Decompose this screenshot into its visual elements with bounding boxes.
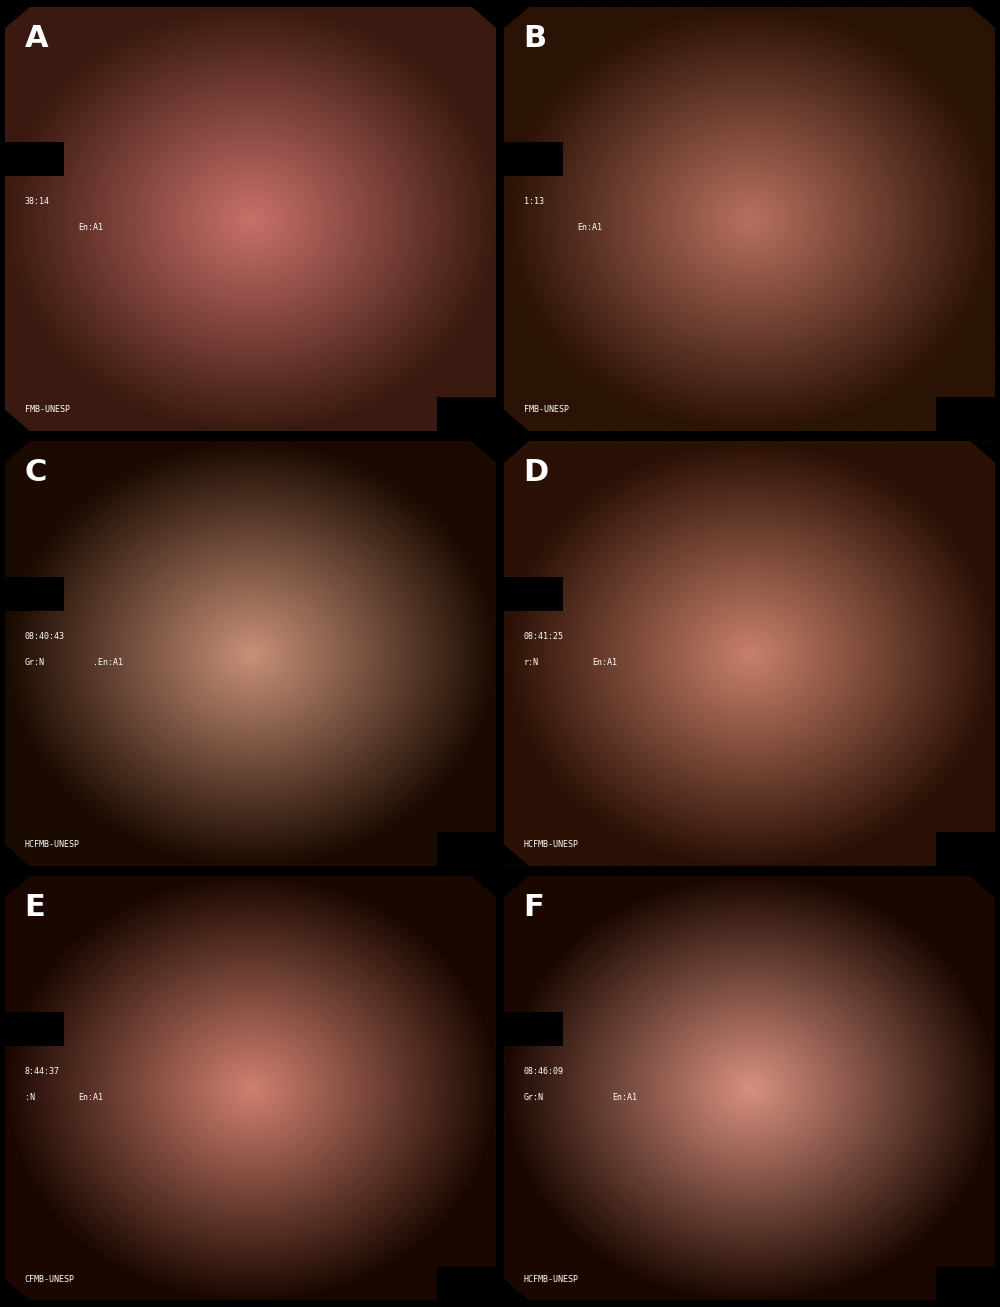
Text: En:A1: En:A1 xyxy=(79,1093,104,1102)
Text: 1:13: 1:13 xyxy=(524,197,544,207)
Bar xyxy=(936,1266,995,1300)
Polygon shape xyxy=(504,442,529,463)
Text: En:A1: En:A1 xyxy=(578,223,603,231)
Text: B: B xyxy=(524,24,547,52)
Polygon shape xyxy=(5,409,30,431)
Text: 38:14: 38:14 xyxy=(25,197,50,207)
Polygon shape xyxy=(970,844,995,865)
Polygon shape xyxy=(970,7,995,27)
Text: 8:44:37: 8:44:37 xyxy=(25,1067,60,1076)
Polygon shape xyxy=(5,442,30,463)
Polygon shape xyxy=(471,1280,496,1300)
Polygon shape xyxy=(471,844,496,865)
Text: D: D xyxy=(524,459,549,488)
Bar xyxy=(5,1012,64,1046)
Polygon shape xyxy=(504,844,529,865)
Text: FMB-UNESP: FMB-UNESP xyxy=(524,405,569,414)
Polygon shape xyxy=(970,442,995,463)
Text: 08:46:09: 08:46:09 xyxy=(524,1067,564,1076)
Polygon shape xyxy=(504,409,529,431)
Text: 08:41:25: 08:41:25 xyxy=(524,633,564,642)
Text: CFMB-UNESP: CFMB-UNESP xyxy=(25,1276,75,1283)
Text: 08:40:43: 08:40:43 xyxy=(25,633,65,642)
Polygon shape xyxy=(5,844,30,865)
Polygon shape xyxy=(5,876,30,898)
Text: En:A1: En:A1 xyxy=(612,1093,637,1102)
Text: En:A1: En:A1 xyxy=(79,223,104,231)
Text: Gr:N: Gr:N xyxy=(524,1093,544,1102)
Polygon shape xyxy=(471,409,496,431)
Polygon shape xyxy=(5,7,30,27)
Bar xyxy=(437,397,496,431)
Text: A: A xyxy=(25,24,48,52)
Text: Gr:N: Gr:N xyxy=(25,657,45,667)
Bar xyxy=(504,142,563,176)
Text: F: F xyxy=(524,893,544,923)
Polygon shape xyxy=(471,7,496,27)
Bar xyxy=(437,831,496,865)
Bar xyxy=(5,142,64,176)
Bar xyxy=(936,397,995,431)
Bar xyxy=(936,831,995,865)
Polygon shape xyxy=(5,1280,30,1300)
Polygon shape xyxy=(970,1280,995,1300)
Polygon shape xyxy=(970,409,995,431)
Bar xyxy=(5,578,64,612)
Polygon shape xyxy=(504,876,529,898)
Bar xyxy=(504,578,563,612)
Text: :N: :N xyxy=(25,1093,35,1102)
Text: HCFMB-UNESP: HCFMB-UNESP xyxy=(524,1276,579,1283)
Text: FMB-UNESP: FMB-UNESP xyxy=(25,405,70,414)
Text: E: E xyxy=(25,893,45,923)
Polygon shape xyxy=(970,876,995,898)
Text: En:A1: En:A1 xyxy=(592,657,617,667)
Polygon shape xyxy=(471,442,496,463)
Text: HCFMB-UNESP: HCFMB-UNESP xyxy=(524,840,579,850)
Text: .En:A1: .En:A1 xyxy=(93,657,123,667)
Text: HCFMB-UNESP: HCFMB-UNESP xyxy=(25,840,80,850)
Text: C: C xyxy=(25,459,47,488)
Text: r:N: r:N xyxy=(524,657,539,667)
Polygon shape xyxy=(471,876,496,898)
Polygon shape xyxy=(504,7,529,27)
Bar xyxy=(437,1266,496,1300)
Bar xyxy=(504,1012,563,1046)
Polygon shape xyxy=(504,1280,529,1300)
